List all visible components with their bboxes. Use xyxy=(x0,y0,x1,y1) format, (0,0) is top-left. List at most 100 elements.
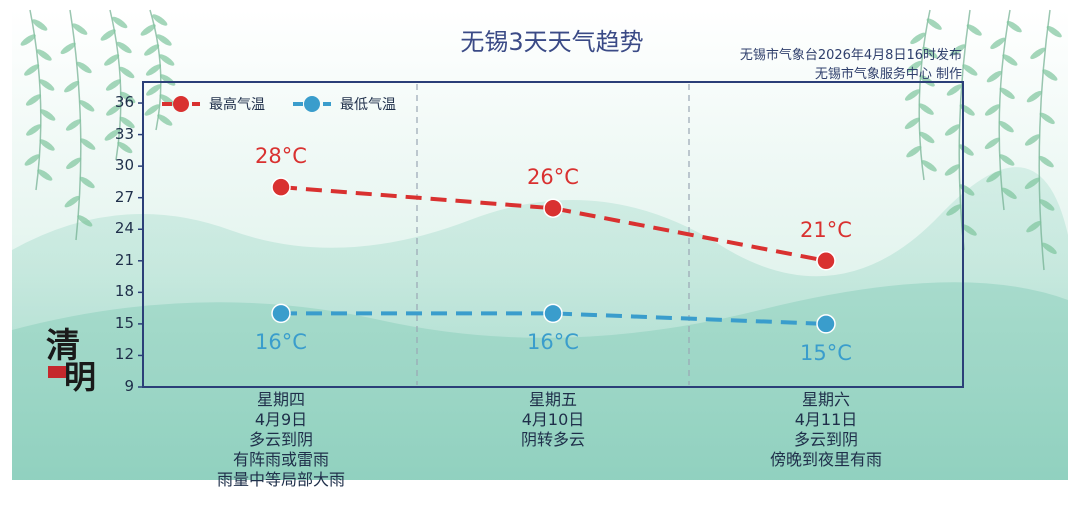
day-weather-line: 傍晚到夜里有雨 xyxy=(769,450,882,469)
willow-leaf xyxy=(77,215,93,227)
willow-leaf xyxy=(1042,69,1058,81)
willow-leaf xyxy=(79,176,95,189)
willow-leaf xyxy=(24,154,40,166)
willow-leaf xyxy=(37,169,53,181)
willow-leaf xyxy=(950,44,966,56)
day-weekday: 星期四 xyxy=(256,390,305,409)
data-point xyxy=(816,314,836,334)
willow-leaf xyxy=(999,154,1015,166)
willow-leaf xyxy=(156,34,172,46)
willow-leaf xyxy=(962,64,978,76)
willow-leaf xyxy=(65,119,82,131)
willow-leaf xyxy=(1039,199,1055,211)
willow-leaf xyxy=(20,34,36,46)
data-point xyxy=(271,303,291,324)
page-title: 无锡3天天气趋势 xyxy=(460,28,644,56)
y-tick-label: 24 xyxy=(114,219,134,238)
willow-leaf xyxy=(39,79,55,91)
willow-leaf xyxy=(961,224,977,236)
willow-leaf xyxy=(119,66,135,79)
willow-leaf xyxy=(904,117,920,130)
willow-leaf xyxy=(79,100,95,112)
willow-leaf xyxy=(104,129,120,141)
willow-leaf xyxy=(1026,220,1042,233)
seal-char-2: 明 xyxy=(64,358,97,396)
willow-leaf xyxy=(64,80,80,93)
willow-leaf xyxy=(906,60,922,73)
willow-leaf xyxy=(144,44,160,56)
willow-leaf xyxy=(984,137,1000,150)
willow-leaf xyxy=(25,94,42,106)
willow-leaf xyxy=(910,32,926,45)
producer-info: 无锡市气象服务中心 制作 xyxy=(814,67,962,82)
willow-leaf xyxy=(117,141,133,154)
willow-twig xyxy=(918,9,931,181)
willow-leaf xyxy=(944,164,960,176)
willow-leaf xyxy=(1002,54,1018,66)
willow-leaf xyxy=(984,104,1001,116)
willow-leaf xyxy=(986,170,1002,183)
willow-leaf xyxy=(919,75,935,87)
y-tick-label: 9 xyxy=(124,377,134,395)
willow-twig xyxy=(69,9,82,241)
legend-marker xyxy=(304,96,320,112)
day-date: 4月11日 xyxy=(794,410,858,429)
willow-leaf xyxy=(922,46,938,59)
willow-leaf xyxy=(40,109,56,121)
willow-leaf xyxy=(921,160,937,172)
data-label: 16°C xyxy=(255,330,307,355)
willow-leaf xyxy=(64,195,80,208)
willow-leaf xyxy=(140,24,156,36)
willow-leaf xyxy=(36,49,52,61)
day-weather-line: 多云到阴 xyxy=(248,430,313,449)
series-line-high xyxy=(280,185,827,263)
willow-leaf xyxy=(946,84,962,96)
plot-frame xyxy=(142,81,964,388)
willow-twig xyxy=(1038,9,1051,271)
willow-branches-right xyxy=(904,9,1062,271)
willow-leaf xyxy=(1038,155,1054,168)
red-stamp xyxy=(48,366,66,378)
data-label: 26°C xyxy=(527,165,579,190)
willow-leaf xyxy=(32,19,48,31)
seal-char-1: 清 xyxy=(46,326,80,366)
willow-leaf xyxy=(1030,47,1046,60)
day-weekday: 星期五 xyxy=(528,390,577,409)
publish-info: 无锡市气象台2026年4月8日16时发布 xyxy=(739,48,962,63)
willow-leaf xyxy=(990,37,1006,50)
willow-leaf xyxy=(918,103,934,115)
willow-branches-left xyxy=(20,9,176,241)
data-point xyxy=(543,303,563,324)
data-label: 28°C xyxy=(255,144,307,169)
y-tick-label: 12 xyxy=(114,345,134,364)
willow-leaf xyxy=(904,89,921,101)
y-tick-label: 15 xyxy=(114,313,134,332)
day-date: 4月10日 xyxy=(521,410,585,429)
willow-leaf xyxy=(146,84,162,96)
willow-leaf xyxy=(104,54,120,66)
willow-leaf xyxy=(119,116,135,129)
data-point xyxy=(271,177,291,197)
willow-leaf xyxy=(80,138,96,150)
data-label: 15°C xyxy=(800,340,852,365)
willow-leaf xyxy=(1006,20,1022,33)
willow-leaf xyxy=(1026,90,1042,103)
day-weather-line: 雨量中等局部大雨 xyxy=(216,470,345,489)
legend-label: 最高气温 xyxy=(209,97,265,113)
willow-leaf xyxy=(72,23,88,35)
day-weekday: 星期六 xyxy=(801,390,850,409)
willow-leaf xyxy=(944,124,961,136)
y-tick-label: 30 xyxy=(114,156,134,175)
near-hills xyxy=(12,282,1068,480)
willow-leaf xyxy=(145,64,162,76)
y-axis-ticks xyxy=(138,102,143,388)
y-tick-label: 18 xyxy=(114,282,134,301)
willow-leaf xyxy=(946,204,962,216)
willow-leaf xyxy=(986,70,1002,83)
willow-leaf xyxy=(1046,25,1062,38)
series-lines xyxy=(271,177,836,334)
willow-leaf xyxy=(926,18,942,30)
y-tick-label: 27 xyxy=(114,187,134,206)
